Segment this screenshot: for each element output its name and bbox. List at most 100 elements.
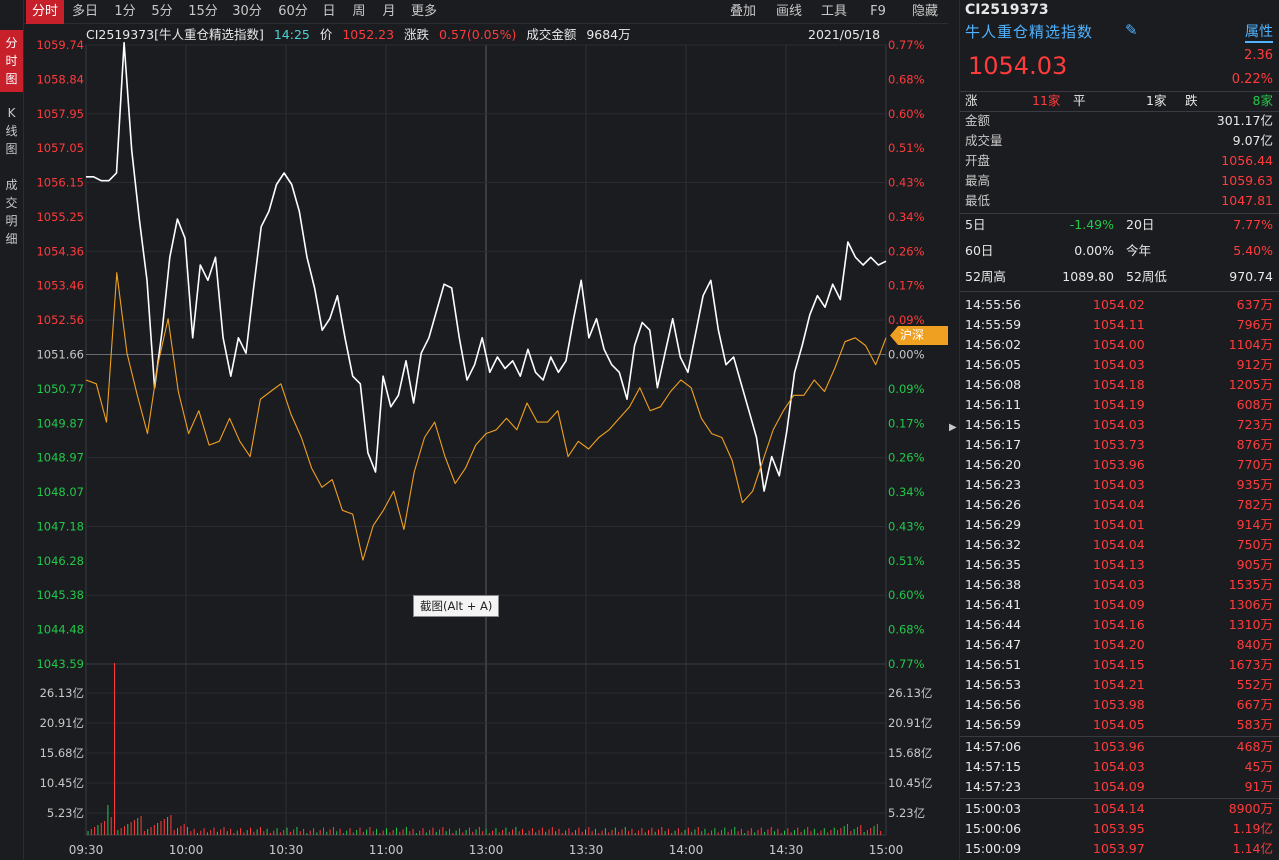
period-more-button[interactable]: 更多 bbox=[410, 4, 437, 19]
tick-price: 1053.97 bbox=[1093, 841, 1145, 856]
tick-volume: 723万 bbox=[1236, 417, 1273, 432]
tick-row: 14:56:51 1054.15 1673万 bbox=[960, 655, 1279, 675]
intraday-chart[interactable]: 09:30 10:00 10:30 11:00 13:00 13:30 14:00 14:30… bbox=[24, 24, 948, 860]
period-5min-button[interactable]: 5分 bbox=[151, 4, 173, 19]
overlay-button[interactable]: 叠加 bbox=[729, 4, 756, 19]
stat-value: 1056.44 bbox=[1221, 153, 1273, 168]
tick-time: 14:56:23 bbox=[965, 477, 1022, 492]
y-tick-label: 1049.87 bbox=[36, 416, 84, 430]
pencil-icon[interactable]: ✎ bbox=[1125, 21, 1138, 39]
index-code: CI2519373 bbox=[965, 2, 1049, 18]
x-tick-label: 14:00 bbox=[669, 843, 704, 857]
volume-tick-label: 15.68亿 bbox=[40, 746, 84, 760]
stat-label: 开盘 bbox=[965, 153, 991, 168]
period-intraday-button[interactable]: 分时 bbox=[26, 0, 64, 24]
attributes-link[interactable]: 属性 bbox=[1245, 21, 1273, 43]
draw-line-button[interactable]: 画线 bbox=[775, 4, 802, 19]
chart-canvas[interactable]: 09:30 10:00 10:30 11:00 13:00 13:30 14:00 14:30… bbox=[24, 24, 948, 860]
tick-time: 15:00:09 bbox=[965, 841, 1022, 856]
stat-row: 最高 1059.63 bbox=[960, 171, 1279, 191]
tick-price: 1054.19 bbox=[1093, 397, 1145, 412]
tick-time: 14:56:53 bbox=[965, 677, 1022, 692]
hs300-overlay-line bbox=[85, 272, 887, 561]
breadth-up-count: 11家 bbox=[1032, 93, 1061, 108]
tick-row: 14:56:35 1054.13 905万 bbox=[960, 555, 1279, 575]
info-price-label: 价 bbox=[319, 27, 333, 42]
tick-time: 14:57:06 bbox=[965, 739, 1022, 754]
hs300-overlay-tag[interactable]: 沪深300 bbox=[890, 326, 948, 345]
tick-volume: 637万 bbox=[1236, 297, 1273, 312]
period-label: 今年 bbox=[1126, 243, 1152, 258]
y-tick-label: 1048.07 bbox=[36, 485, 84, 499]
tick-volume: 876万 bbox=[1236, 437, 1273, 452]
tick-row: 14:56:23 1054.03 935万 bbox=[960, 475, 1279, 495]
tick-row: 14:57:15 1054.03 45万 bbox=[960, 757, 1279, 777]
stat-value: 1047.81 bbox=[1221, 193, 1273, 208]
left-view-tabs: 分 时 图 K 线 图 成 交 明 细 bbox=[0, 0, 24, 860]
tick-time: 14:56:02 bbox=[965, 337, 1022, 352]
y-pct-tick-label: 0.17% bbox=[888, 416, 925, 430]
volume-tick-label-right: 5.23亿 bbox=[888, 806, 925, 820]
stat-row: 开盘 1056.44 bbox=[960, 151, 1279, 171]
y-tick-label: 1057.05 bbox=[36, 141, 84, 155]
period-15min-button[interactable]: 15分 bbox=[188, 4, 218, 19]
tick-volume: 1.19亿 bbox=[1232, 821, 1273, 836]
tick-row: 14:56:47 1054.20 840万 bbox=[960, 635, 1279, 655]
period-60min-button[interactable]: 60分 bbox=[278, 4, 308, 19]
tick-row: 14:56:44 1054.16 1310万 bbox=[960, 615, 1279, 635]
period-month-button[interactable]: 月 bbox=[382, 4, 396, 19]
tick-time: 14:56:38 bbox=[965, 577, 1022, 592]
tick-time: 14:56:51 bbox=[965, 657, 1022, 672]
y-tick-label: 1044.48 bbox=[36, 623, 84, 637]
tab-trade-details[interactable]: 成 交 明 细 bbox=[0, 176, 23, 252]
tick-volume: 782万 bbox=[1236, 497, 1273, 512]
tick-time: 15:00:03 bbox=[965, 801, 1022, 816]
tick-row: 14:57:23 1054.09 91万 bbox=[960, 777, 1279, 797]
f9-button[interactable]: F9 bbox=[870, 4, 886, 19]
period-30min-button[interactable]: 30分 bbox=[232, 4, 262, 19]
tick-volume: 468万 bbox=[1236, 739, 1273, 754]
y-tick-label: 1054.36 bbox=[36, 244, 84, 258]
tick-price: 1054.04 bbox=[1093, 537, 1145, 552]
stat-row: 金额 301.17亿 bbox=[960, 111, 1279, 131]
x-tick-label: 13:30 bbox=[569, 843, 604, 857]
breadth-row: 涨 11家 平 1家 跌 8家 bbox=[960, 91, 1279, 111]
y-tick-label: 1056.15 bbox=[36, 176, 84, 190]
hide-button[interactable]: 隐藏 bbox=[911, 4, 938, 19]
tab-intraday-label: 分 时 图 bbox=[5, 36, 18, 86]
tick-price: 1053.95 bbox=[1093, 821, 1145, 836]
y-tick-label: 1045.38 bbox=[36, 588, 84, 602]
tab-kline-chart[interactable]: K 线 图 bbox=[0, 104, 23, 160]
volume-tick-label-right: 20.91亿 bbox=[888, 716, 932, 730]
divider bbox=[960, 91, 1279, 92]
y-pct-tick-label: 0.09% bbox=[888, 313, 925, 327]
breadth-flat-label: 平 bbox=[1073, 93, 1086, 108]
tick-price: 1054.14 bbox=[1093, 801, 1145, 816]
breadth-up-label: 涨 bbox=[965, 93, 978, 108]
period-label: 60日 bbox=[965, 243, 994, 258]
tick-price: 1054.04 bbox=[1093, 497, 1145, 512]
period-week-button[interactable]: 周 bbox=[352, 4, 366, 19]
tick-volume: 45万 bbox=[1244, 759, 1273, 774]
collapse-panel-icon[interactable]: ▶ bbox=[949, 422, 957, 433]
period-value: 5.40% bbox=[1233, 243, 1273, 258]
period-day-button[interactable]: 日 bbox=[322, 4, 336, 19]
tick-price: 1054.01 bbox=[1093, 517, 1145, 532]
divider bbox=[960, 798, 1279, 799]
volume-tick-label-right: 26.13亿 bbox=[888, 686, 932, 700]
period-multiday-button[interactable]: 多日 bbox=[71, 4, 98, 19]
tab-intraday-chart[interactable]: 分 时 图 bbox=[0, 30, 23, 92]
tab-trade-details-label: 成 交 明 细 bbox=[5, 178, 18, 246]
volume-tick-label: 20.91亿 bbox=[40, 716, 84, 730]
tick-time: 14:56:15 bbox=[965, 417, 1022, 432]
period-1min-button[interactable]: 1分 bbox=[114, 4, 136, 19]
tick-time: 14:56:47 bbox=[965, 637, 1022, 652]
y-pct-tick-label: 0.09% bbox=[888, 382, 925, 396]
x-tick-label: 10:00 bbox=[169, 843, 204, 857]
period-label: 52周低 bbox=[1126, 269, 1167, 284]
tools-button[interactable]: 工具 bbox=[820, 4, 847, 19]
volume-tick-label: 5.23亿 bbox=[47, 806, 84, 820]
y-pct-tick-label: 0.51% bbox=[888, 141, 925, 155]
volume-tick-label: 10.45亿 bbox=[40, 776, 84, 790]
tick-volume: 552万 bbox=[1236, 677, 1273, 692]
